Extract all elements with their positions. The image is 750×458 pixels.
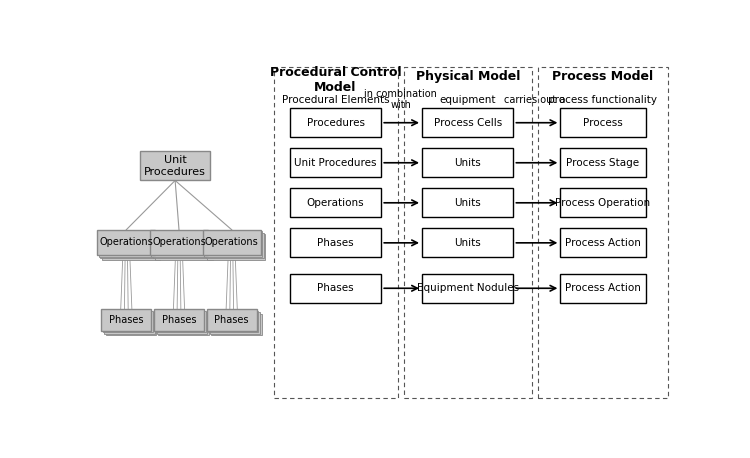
Bar: [158, 314, 209, 335]
Text: Operations: Operations: [100, 237, 153, 247]
Bar: [150, 230, 208, 255]
Text: Process Cells: Process Cells: [433, 118, 502, 128]
Bar: [207, 234, 266, 260]
Text: Phases: Phases: [109, 315, 143, 325]
Bar: [290, 148, 381, 177]
Bar: [154, 234, 213, 260]
Text: Procedural Control
Model: Procedural Control Model: [270, 66, 401, 94]
Bar: [290, 228, 381, 257]
Text: Process Stage: Process Stage: [566, 158, 640, 168]
Bar: [290, 108, 381, 137]
Text: Physical Model: Physical Model: [416, 70, 520, 83]
Bar: [560, 108, 646, 137]
Text: Phases: Phases: [317, 238, 354, 248]
Text: Operations: Operations: [205, 237, 259, 247]
Bar: [101, 309, 152, 331]
Bar: [206, 233, 264, 258]
Bar: [422, 148, 514, 177]
Bar: [153, 233, 212, 258]
Text: Process Model: Process Model: [552, 70, 653, 83]
Bar: [290, 188, 381, 218]
Bar: [98, 230, 155, 255]
Text: Operations: Operations: [307, 198, 364, 208]
Bar: [140, 151, 210, 180]
Bar: [560, 228, 646, 257]
Text: Phases: Phases: [317, 283, 354, 293]
Bar: [155, 311, 206, 332]
Bar: [422, 273, 514, 303]
Bar: [202, 230, 261, 255]
Text: Process Action: Process Action: [565, 238, 640, 248]
Text: Unit
Procedures: Unit Procedures: [144, 155, 206, 177]
Text: process functionality: process functionality: [548, 95, 658, 104]
Text: Units: Units: [454, 238, 481, 248]
Text: Procedures: Procedures: [307, 118, 364, 128]
Bar: [208, 311, 259, 332]
Text: in combination
with: in combination with: [364, 89, 437, 110]
Text: Units: Units: [454, 198, 481, 208]
Text: Equipment Nodules: Equipment Nodules: [417, 283, 519, 293]
Text: Procedural Elements: Procedural Elements: [282, 95, 389, 104]
Bar: [100, 233, 158, 258]
Bar: [422, 108, 514, 137]
Text: Units: Units: [454, 158, 481, 168]
Bar: [274, 66, 398, 398]
Bar: [106, 314, 156, 335]
Bar: [290, 273, 381, 303]
Bar: [157, 312, 207, 334]
Text: carries out a: carries out a: [504, 95, 566, 104]
Bar: [211, 314, 262, 335]
Text: Operations: Operations: [152, 237, 206, 247]
Text: Unit Procedures: Unit Procedures: [294, 158, 376, 168]
Bar: [560, 148, 646, 177]
Text: Phases: Phases: [214, 315, 249, 325]
Bar: [102, 234, 160, 260]
Bar: [560, 273, 646, 303]
Bar: [103, 311, 153, 332]
Text: Process Operation: Process Operation: [555, 198, 650, 208]
Bar: [560, 188, 646, 218]
Bar: [404, 66, 532, 398]
Bar: [538, 66, 668, 398]
Bar: [204, 231, 262, 256]
Text: Process: Process: [583, 118, 622, 128]
Text: equipment: equipment: [440, 95, 496, 104]
Bar: [99, 231, 157, 256]
Bar: [104, 312, 154, 334]
Bar: [209, 312, 260, 334]
Bar: [154, 309, 204, 331]
Text: Process Action: Process Action: [565, 283, 640, 293]
Bar: [422, 228, 514, 257]
Bar: [152, 231, 209, 256]
Bar: [422, 188, 514, 218]
Bar: [206, 309, 257, 331]
Text: Phases: Phases: [162, 315, 196, 325]
